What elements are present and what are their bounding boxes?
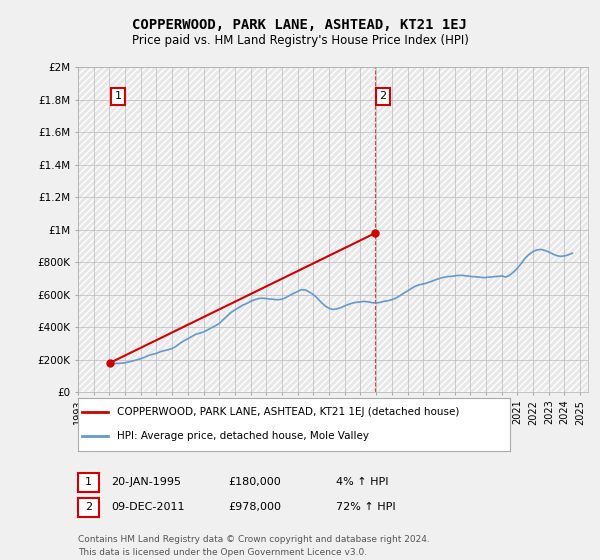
Text: 2: 2 <box>85 502 92 512</box>
Text: 2: 2 <box>379 91 386 101</box>
Text: 1: 1 <box>115 91 122 101</box>
Text: Contains HM Land Registry data © Crown copyright and database right 2024.
This d: Contains HM Land Registry data © Crown c… <box>78 535 430 557</box>
Text: 09-DEC-2011: 09-DEC-2011 <box>111 502 185 512</box>
Text: 72% ↑ HPI: 72% ↑ HPI <box>336 502 395 512</box>
Point <box>106 358 115 367</box>
Text: HPI: Average price, detached house, Mole Valley: HPI: Average price, detached house, Mole… <box>117 431 369 441</box>
Text: COPPERWOOD, PARK LANE, ASHTEAD, KT21 1EJ: COPPERWOOD, PARK LANE, ASHTEAD, KT21 1EJ <box>133 18 467 32</box>
Text: 4% ↑ HPI: 4% ↑ HPI <box>336 477 389 487</box>
Text: Price paid vs. HM Land Registry's House Price Index (HPI): Price paid vs. HM Land Registry's House … <box>131 34 469 47</box>
Text: 20-JAN-1995: 20-JAN-1995 <box>111 477 181 487</box>
Text: £180,000: £180,000 <box>228 477 281 487</box>
Text: £978,000: £978,000 <box>228 502 281 512</box>
Text: 1: 1 <box>85 477 92 487</box>
Point <box>370 228 380 237</box>
Text: COPPERWOOD, PARK LANE, ASHTEAD, KT21 1EJ (detached house): COPPERWOOD, PARK LANE, ASHTEAD, KT21 1EJ… <box>117 408 459 418</box>
